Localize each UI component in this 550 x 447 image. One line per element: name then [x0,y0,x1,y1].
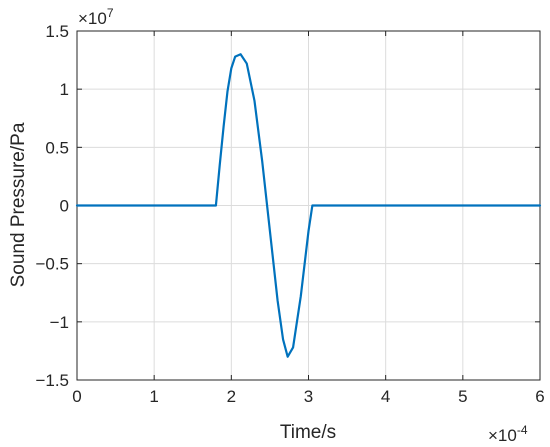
x-tick-label-0: 0 [72,387,81,406]
x-axis-label: Time/s [280,422,336,443]
y-tick-label-1: −1 [50,313,69,332]
x-exponent-power: -4 [517,423,528,437]
x-exponent-base: ×10 [488,426,517,445]
y-tick-label-5: 1 [60,80,69,99]
series-layer [75,53,542,358]
sound-pressure-series-line [75,53,542,358]
x-tick-label-2: 2 [227,387,236,406]
x-tick-label-1: 1 [149,387,158,406]
y-axis-exponent-label: ×107 [78,6,114,28]
y-tick-label-4: 0.5 [45,138,69,157]
y-tick-label-3: 0 [60,197,69,216]
tick-labels: 0 1 2 3 4 5 6 −1.5 −1 −0.5 0 0.5 1 1.5 [35,22,544,406]
x-tick-label-5: 5 [458,387,467,406]
y-exponent-power: 7 [107,6,114,20]
y-tick-label-2: −0.5 [35,255,69,274]
y-axis-label: Sound Pressure/Pa [8,122,29,287]
y-tick-label-0: −1.5 [35,371,69,390]
x-tick-label-3: 3 [304,387,313,406]
y-exponent-base: ×10 [78,9,107,28]
y-tick-label-6: 1.5 [45,22,69,41]
x-tick-label-4: 4 [381,387,390,406]
x-axis-exponent-label: ×10-4 [488,423,528,445]
x-tick-label-6: 6 [535,387,544,406]
